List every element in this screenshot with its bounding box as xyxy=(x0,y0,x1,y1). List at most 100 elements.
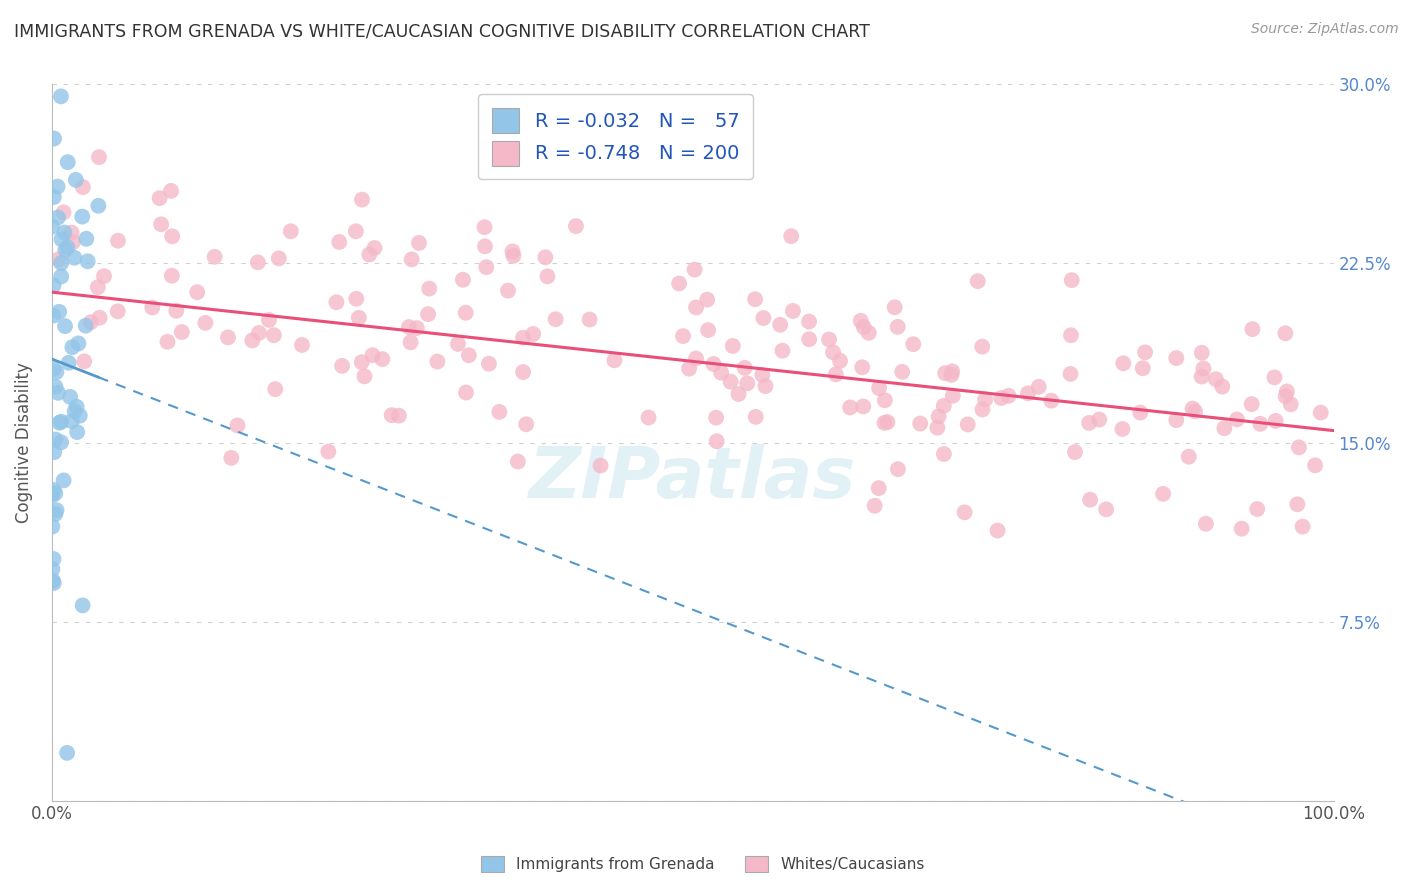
Point xyxy=(46,179,69,194)
Point xyxy=(45,503,67,517)
Point xyxy=(75,232,97,246)
Point xyxy=(1112,356,1135,370)
Point xyxy=(63,251,86,265)
Point xyxy=(941,368,963,382)
Point xyxy=(956,417,979,432)
Point xyxy=(49,89,72,103)
Point xyxy=(240,334,263,348)
Point xyxy=(603,353,626,368)
Point xyxy=(344,224,367,238)
Point xyxy=(953,505,976,519)
Point xyxy=(496,284,519,298)
Point xyxy=(934,366,956,380)
Point xyxy=(534,250,557,264)
Point xyxy=(72,599,94,613)
Point xyxy=(1192,361,1215,376)
Point xyxy=(93,269,115,284)
Point xyxy=(44,486,66,500)
Point xyxy=(702,357,724,371)
Point xyxy=(1246,502,1268,516)
Point xyxy=(361,348,384,362)
Point xyxy=(852,400,875,414)
Point xyxy=(67,336,90,351)
Text: IMMIGRANTS FROM GRENADA VS WHITE/CAUCASIAN COGNITIVE DISABILITY CORRELATION CHAR: IMMIGRANTS FROM GRENADA VS WHITE/CAUCASI… xyxy=(14,22,870,40)
Point xyxy=(672,329,695,343)
Point xyxy=(447,337,470,351)
Point xyxy=(488,405,510,419)
Point xyxy=(782,304,804,318)
Point xyxy=(770,343,793,358)
Point xyxy=(824,368,846,382)
Point xyxy=(60,226,83,240)
Point xyxy=(73,354,96,368)
Point xyxy=(1181,401,1204,416)
Point xyxy=(76,254,98,268)
Point xyxy=(328,235,350,249)
Point xyxy=(246,255,269,269)
Point xyxy=(637,410,659,425)
Point xyxy=(502,244,524,259)
Point xyxy=(52,474,75,488)
Point xyxy=(56,240,79,254)
Point xyxy=(721,339,744,353)
Point xyxy=(1059,367,1081,381)
Point xyxy=(1211,379,1233,393)
Point xyxy=(745,409,768,424)
Point xyxy=(849,314,872,328)
Point xyxy=(818,333,841,347)
Point xyxy=(1111,422,1133,436)
Point xyxy=(62,235,84,249)
Point xyxy=(1191,346,1213,360)
Point xyxy=(1279,397,1302,411)
Point xyxy=(589,458,612,473)
Point xyxy=(217,330,239,344)
Point xyxy=(852,320,875,334)
Point xyxy=(353,369,375,384)
Point xyxy=(734,360,756,375)
Point xyxy=(41,219,63,234)
Point xyxy=(44,507,66,521)
Point xyxy=(927,421,949,435)
Point xyxy=(751,368,773,382)
Point xyxy=(48,305,70,319)
Point xyxy=(668,277,690,291)
Point xyxy=(46,385,69,400)
Text: Source: ZipAtlas.com: Source: ZipAtlas.com xyxy=(1251,22,1399,37)
Point xyxy=(797,332,820,346)
Legend: R = -0.032   N =   57, R = -0.748   N = 200: R = -0.032 N = 57, R = -0.748 N = 200 xyxy=(478,95,754,179)
Point xyxy=(1166,351,1188,365)
Point xyxy=(942,389,965,403)
Point xyxy=(44,380,66,394)
Point xyxy=(350,193,373,207)
Point xyxy=(1274,389,1296,403)
Point xyxy=(754,379,776,393)
Point xyxy=(1263,370,1285,384)
Point xyxy=(51,256,73,270)
Point xyxy=(160,184,183,198)
Point xyxy=(474,220,496,235)
Point xyxy=(1132,361,1154,376)
Point xyxy=(46,211,69,225)
Point xyxy=(883,301,905,315)
Point xyxy=(186,285,208,300)
Point xyxy=(932,399,955,413)
Point xyxy=(1226,412,1249,426)
Point xyxy=(678,361,700,376)
Point xyxy=(512,365,534,379)
Point xyxy=(873,393,896,408)
Point xyxy=(972,402,994,417)
Point xyxy=(685,351,707,366)
Point xyxy=(41,519,63,533)
Point xyxy=(267,252,290,266)
Point xyxy=(401,252,423,267)
Point xyxy=(80,315,103,329)
Point xyxy=(475,260,498,275)
Point xyxy=(87,150,110,164)
Point xyxy=(1274,326,1296,341)
Point xyxy=(325,295,347,310)
Point xyxy=(87,280,110,294)
Point xyxy=(1303,458,1326,473)
Point xyxy=(887,462,910,476)
Point xyxy=(291,338,314,352)
Point xyxy=(53,226,76,240)
